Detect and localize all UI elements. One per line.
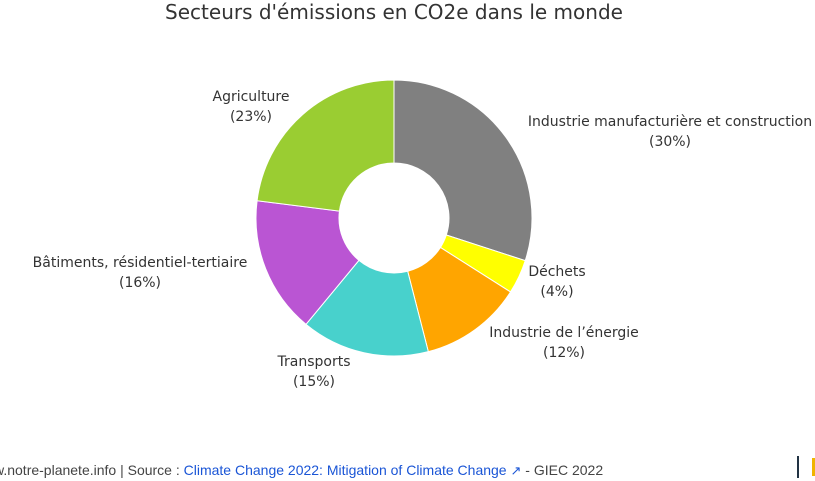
footer: w.notre-planete.info | Source : Climate …: [0, 462, 603, 479]
slice-label: Bâtiments, résidentiel-tertiaire (16%): [32, 255, 248, 291]
slice-label: Agriculture (23%): [212, 89, 290, 125]
chart-title: Secteurs d'émissions en CO2e dans le mon…: [165, 0, 623, 24]
edge-widget: [812, 458, 815, 476]
donut-slice: [256, 79, 395, 212]
footer-prefix: w.notre-planete.info | Source :: [0, 462, 184, 478]
footer-suffix: - GIEC 2022: [521, 462, 604, 478]
donut-slice: [393, 79, 533, 262]
slice-label: Industrie de l’énergie (12%): [489, 325, 639, 361]
slice-label: Transports (15%): [277, 354, 351, 390]
donut-slice: [305, 259, 429, 357]
slice-label: Industrie manufacturière et construction…: [527, 114, 813, 150]
donut-slice: [255, 200, 360, 326]
divider: [797, 456, 799, 478]
external-link-icon[interactable]: ↗: [510, 463, 522, 478]
slice-label: Déchets (4%): [528, 264, 586, 300]
source-link[interactable]: Climate Change 2022: Mitigation of Clima…: [183, 462, 507, 478]
